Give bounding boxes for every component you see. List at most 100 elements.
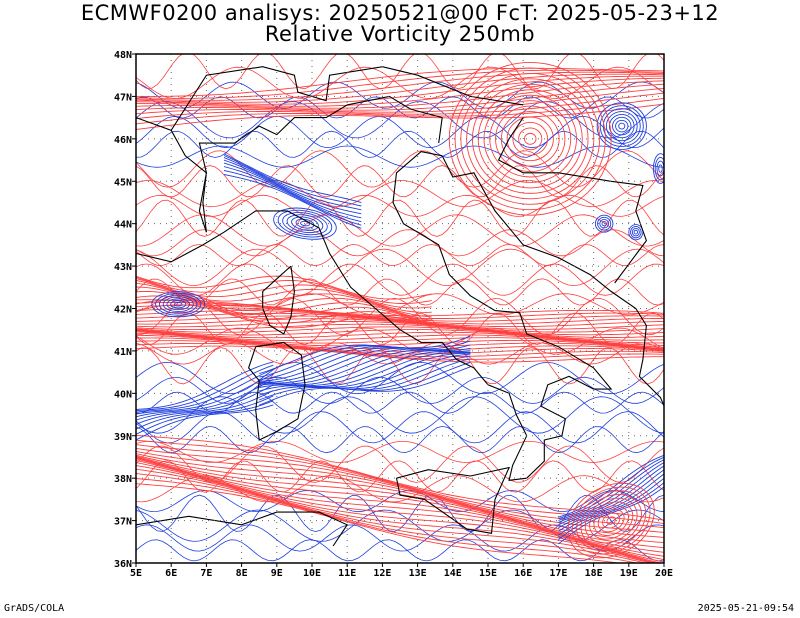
alpine-borders (170, 66, 524, 131)
lon-label: 9E (271, 568, 283, 579)
vortex-blue-contour (291, 216, 319, 231)
background-contour (136, 361, 664, 395)
jet-red-contour (136, 465, 655, 563)
lon-label: 18E (585, 568, 603, 579)
background-contour (136, 66, 664, 99)
lon-label: 10E (303, 568, 321, 579)
jet-red-contour (136, 71, 664, 101)
trough-blue-contour (558, 482, 664, 540)
jet-red-contour (136, 456, 664, 557)
lon-label: 17E (549, 568, 567, 579)
vortex-blue-contour (656, 160, 664, 177)
trough-blue-contour (558, 465, 664, 526)
vortex-blue-contour (652, 153, 664, 184)
lon-label: 12E (373, 568, 391, 579)
lon-label: 13E (409, 568, 427, 579)
vortex-blue-contour (630, 225, 642, 239)
jet-red-contour (136, 483, 622, 563)
trough-blue-contour (136, 378, 274, 418)
jet-red-contour (136, 286, 432, 321)
jet-red-contour (136, 75, 664, 105)
jet-red-contour (136, 459, 663, 563)
vortex-blue-contour (170, 300, 187, 309)
trough-blue-contour (223, 157, 362, 211)
ridge-red-contour (454, 67, 606, 211)
trough-blue-contour (223, 155, 362, 207)
vortex-blue-contour (601, 221, 607, 227)
ridge-red-contour (495, 105, 566, 173)
ridge-red-contour (489, 100, 572, 178)
longitude-labels: 5E 6E 7E 8E 9E 10E 11E 12E 13E 14E 15E 16E 17E 18E 19E… (130, 568, 673, 579)
trough-blue-contour (223, 166, 362, 223)
trough-blue-contour (558, 462, 664, 523)
vortex-blue-contour (155, 292, 202, 316)
contour-field (136, 54, 664, 563)
lat-label: 36N (114, 559, 132, 570)
trough-blue-contour (259, 347, 471, 382)
ridge-red-contour (584, 497, 638, 544)
lat-label: 39N (114, 432, 132, 443)
background-contour (136, 244, 664, 267)
lon-label: 11E (338, 568, 356, 579)
lat-label: 44N (114, 220, 132, 231)
background-contour (136, 460, 664, 493)
trough-blue-contour (558, 473, 664, 532)
trough-blue-contour (223, 170, 362, 226)
vortex-blue-contour (594, 214, 614, 233)
ridge-red-contour (483, 94, 577, 183)
jet-red-contour (136, 276, 432, 304)
italy-coastline (223, 151, 613, 481)
background-contour (136, 539, 664, 562)
background-contour (136, 263, 664, 296)
background-contour (136, 229, 664, 257)
ridge-red-contour (500, 111, 560, 167)
balkan-coastline (441, 155, 664, 407)
vortex-blue-contour (605, 111, 638, 142)
trough-blue-contour (558, 454, 664, 518)
background-contour (136, 441, 664, 463)
ridge-red-contour (448, 62, 612, 216)
lon-label: 5E (130, 568, 142, 579)
background-contour (136, 179, 664, 208)
trough-blue-contour (259, 340, 471, 378)
background-contour (136, 347, 664, 385)
ridge-red-contour (524, 132, 537, 145)
lat-label: 46N (114, 135, 132, 146)
vortex-blue-contour (286, 214, 324, 234)
vortex-blue-contour (633, 229, 639, 235)
vortex-blue-contour (151, 291, 206, 318)
corsica-coastline (262, 265, 295, 335)
trough-blue-contour (259, 355, 471, 392)
lat-label: 42N (114, 305, 132, 316)
jet-red-contour (136, 447, 664, 533)
balkan-borders (497, 117, 648, 284)
lat-lon-grid (136, 54, 664, 563)
jet-red-contour (136, 83, 664, 111)
jet-red-contour (136, 92, 664, 120)
lat-label: 38N (114, 474, 132, 485)
france-italy-border (136, 117, 208, 233)
trough-blue-contour (136, 368, 274, 413)
ridge-red-contour (593, 505, 629, 536)
map-subtitle: Relative Vorticity 250mb (264, 22, 536, 46)
jet-red-contour (136, 342, 664, 360)
vortex-blue-contour (615, 119, 629, 133)
trough-blue-contour (259, 335, 471, 375)
ridge-red-contour (512, 122, 549, 156)
trough-blue-contour (136, 384, 274, 421)
africa-coastline (136, 511, 349, 547)
jet-red-contour (136, 304, 664, 322)
jet-red-contour (136, 468, 652, 563)
sardinia-coastline (247, 341, 306, 441)
jet-red-contour (136, 275, 432, 300)
jet-red-contour (136, 69, 664, 99)
ridge-red-contour (506, 116, 554, 162)
jet-red-contour (136, 340, 664, 358)
lat-label: 40N (114, 389, 132, 400)
background-contour (136, 199, 664, 237)
trough-blue-contour (136, 373, 274, 415)
ridge-red-contour (567, 482, 655, 559)
map-title: ECMWF0200 analisys: 20250521@00 FcT: 202… (80, 1, 720, 25)
ridge-red-contour (602, 512, 621, 529)
lon-label: 20E (655, 568, 673, 579)
